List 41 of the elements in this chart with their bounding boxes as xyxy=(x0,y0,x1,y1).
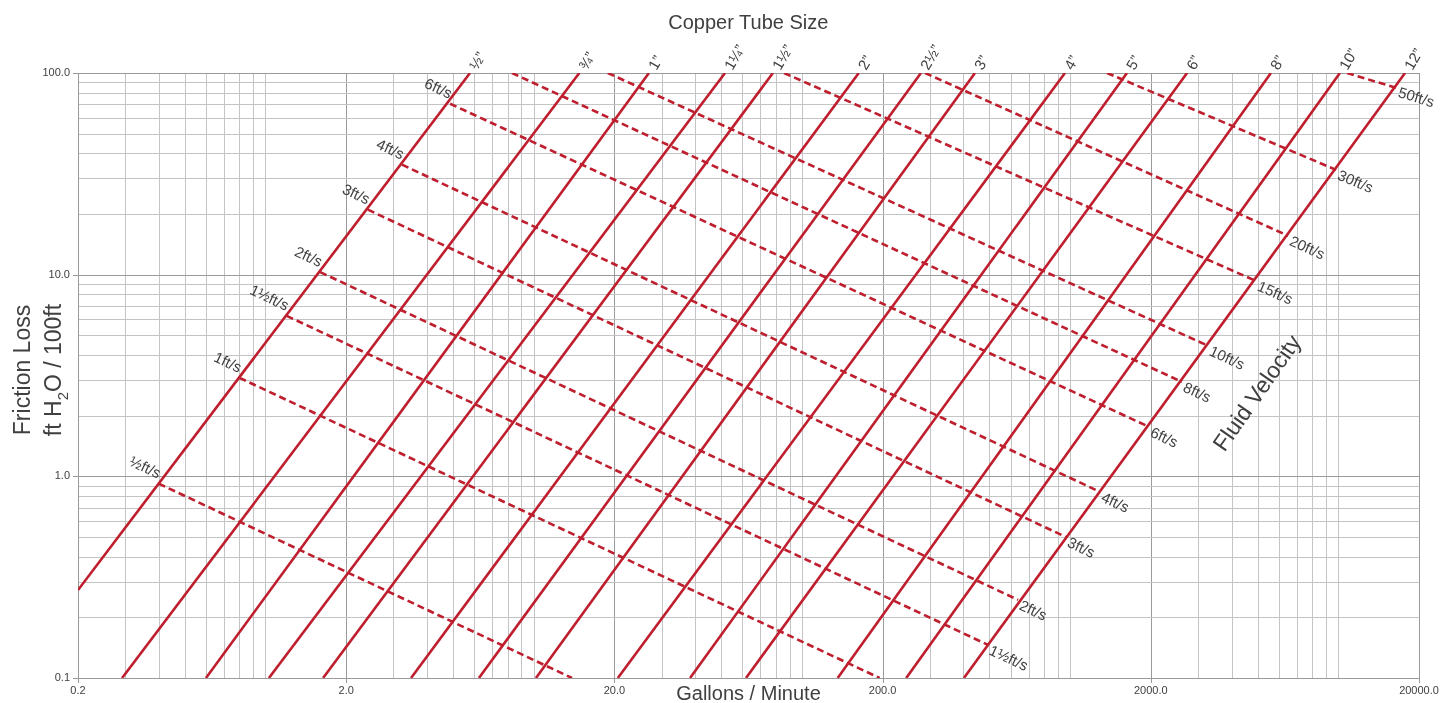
text: 10ft/s xyxy=(1207,342,1248,373)
text: 1½ft/s xyxy=(986,641,1032,674)
y-tick-label: 100.0 xyxy=(42,66,70,79)
text: 1” xyxy=(644,52,666,73)
x-tick-label: 20.0 xyxy=(603,683,626,696)
text: 1ft/s xyxy=(211,348,245,376)
x-tick-label: 2.0 xyxy=(338,683,354,696)
text: 2ft/s xyxy=(292,242,326,270)
text: 6” xyxy=(1182,52,1204,73)
text: 2ft/s xyxy=(1016,596,1050,624)
y-tick-label: 10.0 xyxy=(48,267,70,280)
text: 8” xyxy=(1266,52,1288,73)
x-axis-title: Gallons / Minute xyxy=(676,682,821,703)
text: 15ft/s xyxy=(1255,277,1296,308)
x-tick-label: 2000.0 xyxy=(1133,683,1168,696)
text: 30ft/s xyxy=(1335,166,1376,196)
text: 4” xyxy=(1060,52,1082,73)
text: 6ft/s xyxy=(1147,423,1181,451)
x-tick-label: 0.2 xyxy=(70,683,86,696)
x-tick-label: 20000.0 xyxy=(1399,683,1439,696)
text: 50ft/s xyxy=(1396,83,1437,111)
text: 20ft/s xyxy=(1287,232,1328,263)
text: ½” xyxy=(465,48,489,73)
text: 6ft/s xyxy=(422,74,455,102)
text: ¾” xyxy=(574,48,599,73)
text: 3ft/s xyxy=(339,180,373,208)
y-tick-label: 1.0 xyxy=(54,469,70,482)
text: 3” xyxy=(970,52,992,73)
text: 5” xyxy=(1122,52,1144,73)
text: 1½ft/s xyxy=(247,280,292,314)
text: 3ft/s xyxy=(1064,533,1098,561)
text: ½ft/s xyxy=(127,452,164,482)
text: 4ft/s xyxy=(1098,488,1132,516)
text: 12” xyxy=(1400,45,1427,73)
text: 8ft/s xyxy=(1180,378,1214,406)
text: 10” xyxy=(1335,45,1361,73)
x-tick-label: 200.0 xyxy=(868,683,897,696)
chart-subtitle: Copper Tube Size xyxy=(668,11,829,33)
text: 4ft/s xyxy=(374,135,407,163)
text: 2” xyxy=(854,52,876,73)
y-tick-label: 0.1 xyxy=(54,671,70,684)
